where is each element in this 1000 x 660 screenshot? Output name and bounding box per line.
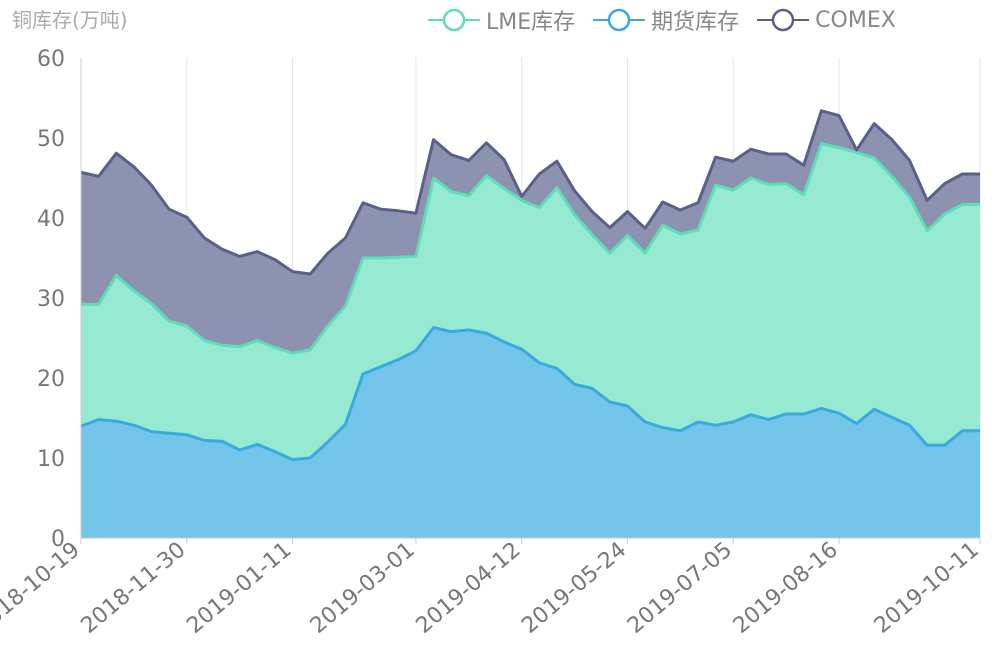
legend-marker-icon bbox=[757, 8, 810, 32]
x-tick-label: 2018-10-19 bbox=[0, 537, 85, 638]
x-tick-label: 2019-07-05 bbox=[623, 537, 737, 638]
legend-label: 期货库存 bbox=[651, 10, 740, 35]
legend-item[interactable]: COMEX bbox=[757, 7, 896, 33]
legend-label: COMEX bbox=[815, 7, 896, 33]
y-tick-label: 10 bbox=[37, 447, 65, 472]
y-tick-label: 30 bbox=[37, 287, 65, 312]
y-tick-label: 50 bbox=[37, 127, 65, 152]
area-期货库存 bbox=[81, 327, 980, 538]
legend-label: LME库存 bbox=[486, 10, 576, 35]
y-tick-label: 20 bbox=[37, 367, 65, 392]
x-tick-label: 2019-01-11 bbox=[182, 537, 296, 638]
x-tick-label: 2019-05-24 bbox=[517, 537, 631, 638]
x-tick-label: 2019-10-11 bbox=[870, 537, 984, 638]
legend-marker-icon bbox=[593, 8, 646, 32]
line-期货库存 bbox=[80, 326, 980, 462]
x-tick-label: 2019-03-01 bbox=[306, 537, 420, 638]
legend-item[interactable]: LME库存 bbox=[428, 4, 575, 36]
x-tick-label: 2018-11-30 bbox=[77, 537, 191, 638]
x-tick-label: 2019-04-12 bbox=[412, 537, 526, 638]
y-tick-label: 60 bbox=[37, 47, 65, 72]
y-axis-title: 铜库存(万吨) bbox=[12, 8, 128, 32]
legend: LME库存 期货库存 COMEX bbox=[428, 4, 896, 36]
legend-marker-icon bbox=[428, 8, 480, 32]
x-tick-label: 2019-08-16 bbox=[729, 537, 843, 638]
y-tick-label: 0 bbox=[51, 527, 65, 552]
line-COMEX bbox=[80, 109, 980, 276]
legend-item[interactable]: 期货库存 bbox=[593, 4, 739, 36]
area-COMEX bbox=[81, 110, 980, 354]
area-LME库存 bbox=[81, 143, 980, 460]
line-LME库存 bbox=[81, 142, 980, 355]
y-tick-label: 40 bbox=[37, 207, 65, 232]
